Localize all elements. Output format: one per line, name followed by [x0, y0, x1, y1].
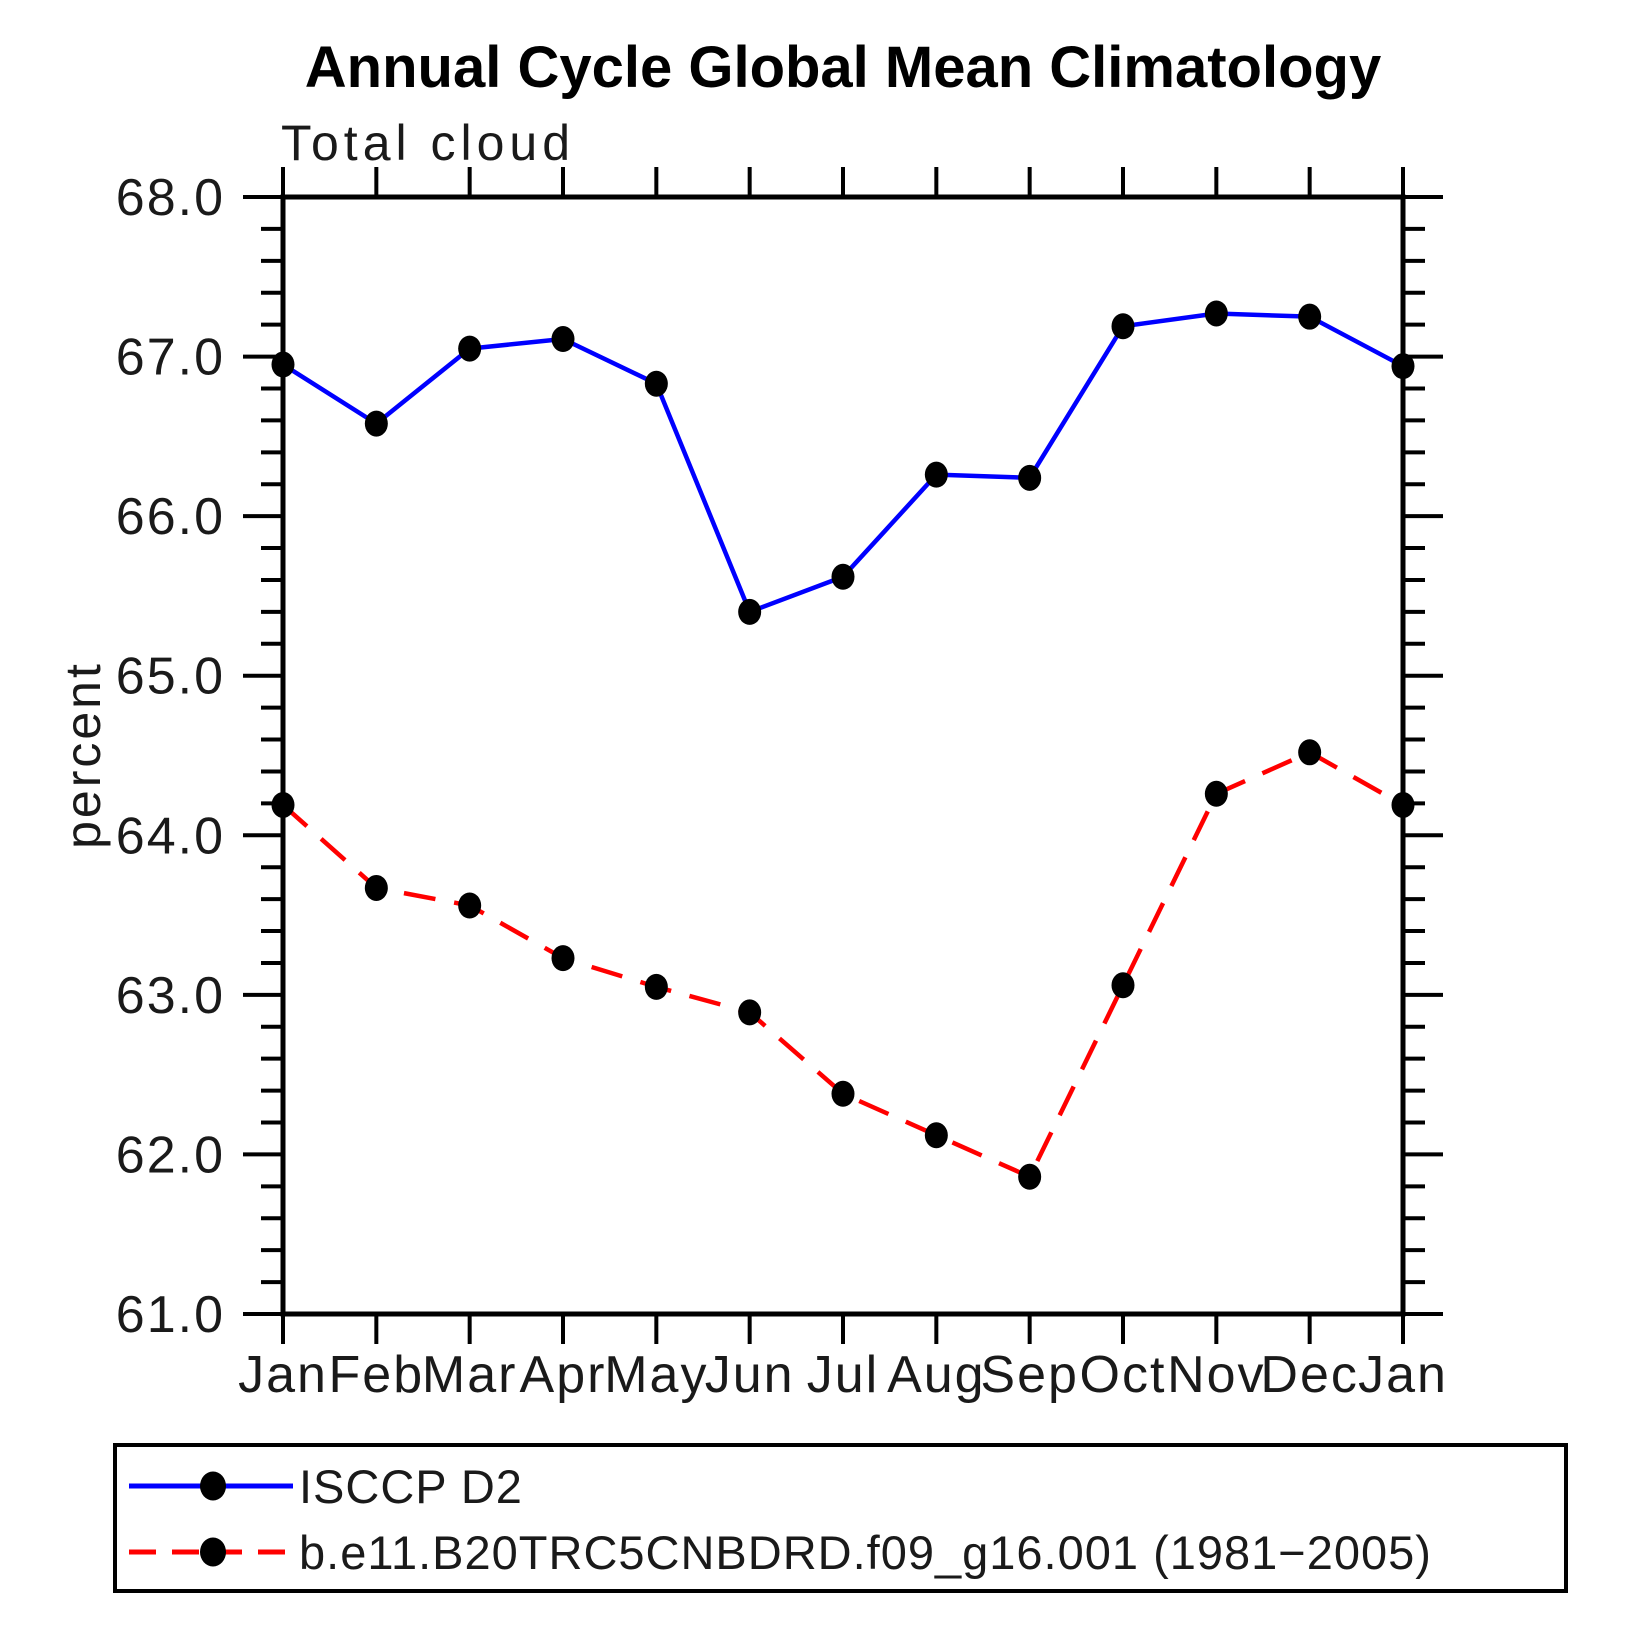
chart-subtitle: Total cloud [281, 115, 576, 171]
data-point-marker [644, 973, 668, 1000]
data-point-marker [1298, 303, 1322, 330]
legend-box: ISCCP D2 b.e11.B20TRC5CNBDRD.f09_g16.001… [113, 1443, 1568, 1593]
x-tick-label: Nov [1167, 1346, 1265, 1404]
data-point-marker [364, 410, 388, 437]
y-tick-label: 65.0 [116, 648, 225, 706]
x-tick-label: Sep [980, 1346, 1079, 1404]
data-point-marker [1204, 300, 1228, 327]
data-point-marker [924, 1122, 948, 1149]
legend-label: b.e11.B20TRC5CNBDRD.f09_g16.001 (1981−20… [299, 1525, 1432, 1579]
data-point-marker [831, 563, 855, 590]
data-point-marker [644, 370, 668, 397]
data-point-marker [271, 351, 295, 378]
chart-title: Annual Cycle Global Mean Climatology [304, 35, 1382, 100]
y-tick-label: 64.0 [116, 807, 225, 865]
legend-item: b.e11.B20TRC5CNBDRD.f09_g16.001 (1981−20… [125, 1525, 1432, 1579]
data-point-marker [458, 335, 482, 362]
data-point-marker [364, 874, 388, 901]
data-point-marker [551, 945, 575, 972]
legend-line-sample [129, 1537, 293, 1567]
data-point-marker [1111, 313, 1135, 340]
data-point-marker [271, 791, 295, 818]
legend-label: ISCCP D2 [299, 1459, 523, 1513]
y-tick-label: 63.0 [116, 967, 225, 1025]
x-tick-label: Aug [887, 1346, 986, 1404]
x-tick-label: Jan [1358, 1346, 1448, 1404]
legend-item: ISCCP D2 [125, 1459, 523, 1513]
data-point-marker [1018, 464, 1042, 491]
data-point-marker [1391, 791, 1415, 818]
data-point-marker [1298, 739, 1322, 766]
data-point-marker [738, 999, 762, 1026]
y-tick-label: 68.0 [116, 169, 225, 227]
data-point-marker [1111, 972, 1135, 999]
y-tick-label: 66.0 [116, 488, 225, 546]
x-tick-label: Feb [329, 1346, 425, 1404]
x-tick-label: Jan [238, 1346, 328, 1404]
data-point-marker [1204, 780, 1228, 807]
data-point-marker [1391, 353, 1415, 380]
legend-line-sample [129, 1471, 293, 1501]
x-tick-label: Dec [1260, 1346, 1358, 1404]
data-point-marker [458, 892, 482, 919]
y-tick-label: 61.0 [116, 1286, 225, 1344]
x-tick-label: Oct [1080, 1346, 1167, 1404]
y-tick-label: 67.0 [116, 329, 225, 387]
series-line-1 [281, 750, 1405, 1180]
data-point-marker [831, 1080, 855, 1107]
x-tick-label: Jun [705, 1346, 795, 1404]
data-point-marker [924, 461, 948, 488]
x-tick-label: Jul [807, 1346, 879, 1404]
data-point-marker [1018, 1163, 1042, 1190]
x-tick-label: Mar [422, 1346, 518, 1404]
data-point-marker [738, 598, 762, 625]
y-tick-label: 62.0 [116, 1126, 225, 1184]
x-tick-label: May [604, 1346, 708, 1404]
data-point-marker [551, 326, 575, 353]
x-tick-label: Apr [520, 1346, 607, 1404]
